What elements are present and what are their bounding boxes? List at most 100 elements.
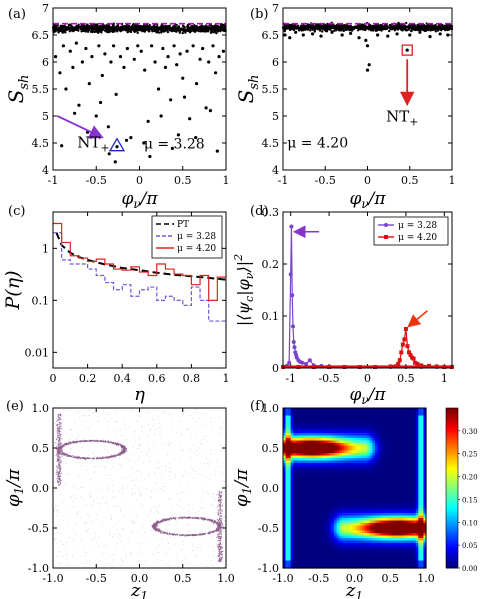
edge-point bbox=[58, 449, 60, 451]
edge-point bbox=[220, 552, 223, 554]
scatter-point bbox=[91, 435, 93, 437]
edge-point bbox=[219, 519, 222, 521]
edge-point bbox=[60, 418, 62, 420]
orbit-point bbox=[77, 440, 79, 442]
scatter-point bbox=[154, 450, 156, 452]
scatter-point bbox=[182, 507, 184, 509]
scatter-point bbox=[69, 409, 71, 411]
scatter-point bbox=[149, 519, 151, 521]
scatter-point bbox=[172, 507, 174, 509]
scatter-point bbox=[174, 473, 176, 475]
scatter-point bbox=[131, 494, 133, 496]
band-point bbox=[63, 25, 67, 29]
x-axis-label: φν/π bbox=[349, 189, 386, 211]
scatter-point bbox=[196, 408, 198, 410]
scatter-point bbox=[96, 488, 98, 490]
orbit-point bbox=[62, 452, 64, 454]
x-tick-label: 0.5 bbox=[382, 572, 400, 585]
orbit-point bbox=[75, 441, 77, 443]
scatter-point bbox=[173, 537, 175, 539]
scatter-point bbox=[141, 493, 143, 495]
scatter-point bbox=[207, 493, 209, 495]
scatter-point bbox=[194, 529, 196, 531]
scatter-point bbox=[152, 419, 154, 421]
edge-point bbox=[219, 553, 222, 555]
band-point bbox=[57, 31, 60, 34]
x-tick-label: 0 bbox=[50, 372, 57, 385]
series-point bbox=[400, 342, 405, 347]
scatter-point bbox=[221, 518, 223, 520]
scatter-point bbox=[216, 461, 218, 463]
edge-point bbox=[60, 443, 62, 445]
scatter-point bbox=[72, 459, 74, 461]
orbit-point bbox=[113, 454, 116, 456]
edge-point bbox=[56, 447, 58, 449]
edge-point bbox=[59, 422, 61, 425]
scatter-point bbox=[110, 474, 112, 476]
band-point bbox=[285, 26, 288, 29]
orbit-point bbox=[201, 533, 203, 535]
data-point bbox=[408, 33, 412, 37]
scatter-point bbox=[212, 555, 214, 557]
scatter-point bbox=[84, 522, 86, 524]
edge-point bbox=[59, 456, 61, 459]
band-point bbox=[95, 23, 99, 26]
scatter-point bbox=[69, 472, 71, 474]
orbit-point bbox=[123, 452, 125, 455]
y-tick-label: -0.5 bbox=[28, 522, 49, 535]
scatter-point bbox=[88, 528, 90, 530]
scatter-point bbox=[185, 495, 187, 497]
orbit-point bbox=[161, 532, 163, 534]
scatter-point bbox=[140, 450, 142, 452]
scatter-point bbox=[107, 563, 109, 565]
y-tick-label: 0.3 bbox=[262, 206, 280, 219]
orbit-point bbox=[183, 516, 186, 519]
scatter-point bbox=[123, 514, 125, 516]
scatter-point bbox=[136, 448, 138, 450]
mu-label: μ = 3.28 bbox=[144, 136, 205, 152]
scatter-point bbox=[200, 500, 202, 502]
scatter-point bbox=[73, 521, 75, 523]
edge-point bbox=[58, 478, 60, 481]
band-point bbox=[288, 26, 292, 30]
scatter-point bbox=[121, 434, 123, 436]
x-tick-label: 1 bbox=[449, 174, 456, 187]
scatter-point bbox=[77, 438, 79, 440]
edge-point bbox=[219, 503, 221, 505]
edge-point bbox=[56, 451, 58, 453]
band-point bbox=[184, 31, 187, 34]
band-point bbox=[379, 24, 382, 28]
scatter-point bbox=[166, 454, 168, 456]
band-point bbox=[172, 25, 175, 28]
band-point bbox=[417, 24, 420, 27]
band-point bbox=[327, 25, 330, 29]
scatter-point bbox=[116, 530, 118, 532]
orbit-point bbox=[78, 441, 80, 443]
scatter-point bbox=[70, 496, 72, 498]
edge-point bbox=[218, 501, 221, 503]
scatter-point bbox=[193, 549, 195, 551]
band-point bbox=[357, 25, 361, 29]
band-point bbox=[83, 28, 87, 31]
scatter-point bbox=[141, 424, 143, 426]
edge-point bbox=[56, 445, 58, 447]
scatter-point bbox=[66, 541, 68, 543]
orbit-point bbox=[166, 532, 168, 535]
scatter-point bbox=[162, 490, 164, 492]
band-point bbox=[426, 28, 430, 32]
scatter-point bbox=[60, 494, 62, 496]
orbit-point bbox=[161, 530, 163, 532]
scatter-point bbox=[140, 507, 142, 509]
scatter-point bbox=[136, 470, 138, 472]
data-point bbox=[161, 46, 165, 51]
scatter-point bbox=[140, 543, 142, 545]
x-tick-label: -1 bbox=[48, 174, 59, 187]
scatter-point bbox=[91, 539, 93, 541]
scatter-point bbox=[150, 508, 152, 510]
orbit-point bbox=[67, 443, 69, 445]
orbit-point bbox=[107, 440, 109, 442]
scatter-point bbox=[110, 477, 112, 479]
scatter-point bbox=[168, 523, 170, 525]
scatter-point bbox=[161, 477, 163, 479]
band-point bbox=[373, 26, 377, 30]
